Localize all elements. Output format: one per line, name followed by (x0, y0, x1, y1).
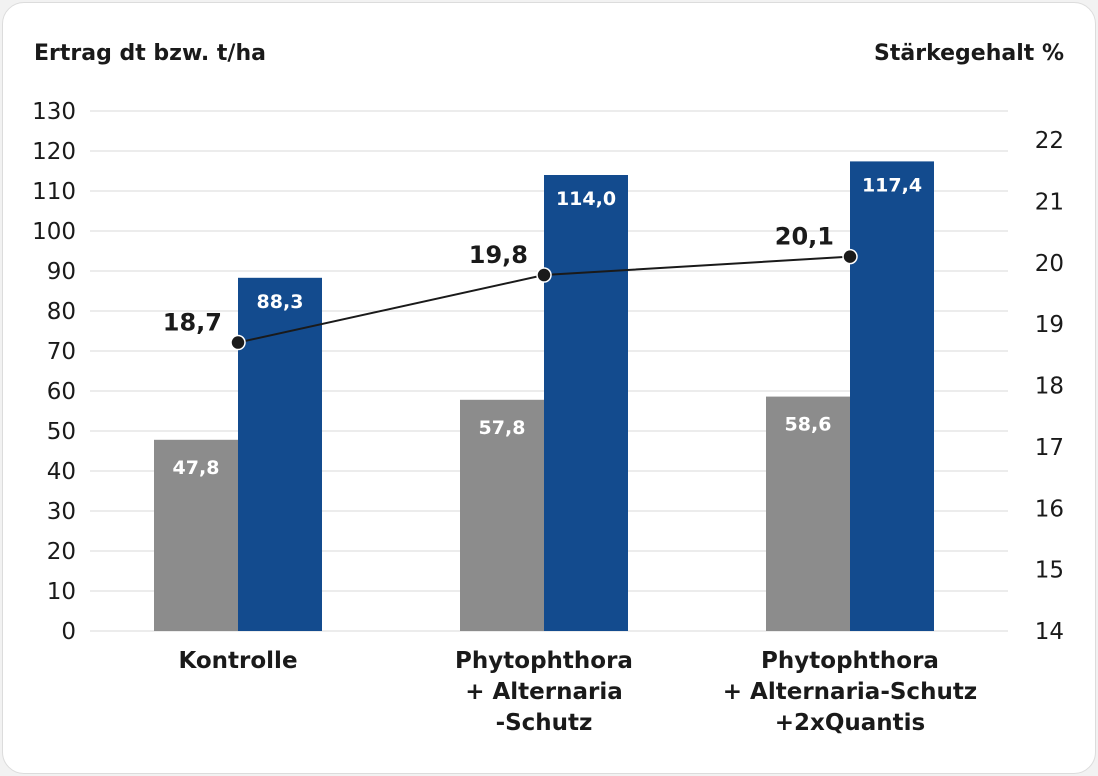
bar (766, 396, 850, 631)
right-tick-label: 21 (1035, 189, 1064, 215)
category-labels: Kontrolle Phytophthora+ Alternaria-Schutz… (178, 648, 977, 736)
bar-data-label: 57,8 (479, 417, 526, 439)
bar (238, 277, 322, 631)
right-tick-label: 14 (1035, 619, 1064, 645)
category-label: Phytophthora (761, 648, 939, 674)
bar-data-label: 88,3 (257, 291, 304, 313)
right-axis-title: Stärkegehalt % (874, 41, 1064, 66)
category-label: Kontrolle (178, 648, 297, 674)
line-data-label: 18,7 (163, 309, 222, 337)
category-label: Phytophthora (455, 648, 633, 674)
right-tick-label: 16 (1035, 496, 1064, 522)
right-tick-label: 22 (1035, 128, 1064, 154)
left-tick-label: 110 (32, 179, 76, 205)
line-data-label: 19,8 (469, 241, 528, 269)
bar (154, 439, 238, 631)
bars: 47,8 57,8 58,6 88,3 114,0 117,4 (154, 161, 934, 631)
category-label: +2xQuantis (775, 710, 926, 736)
line-data-label: 20,1 (775, 223, 834, 251)
left-tick-label: 50 (47, 419, 76, 445)
left-tick-label: 30 (47, 499, 76, 525)
right-tick-label: 19 (1035, 312, 1064, 338)
right-tick-label: 15 (1035, 558, 1064, 584)
bar-data-label: 47,8 (173, 457, 220, 479)
line-point (536, 267, 552, 283)
line-point (842, 248, 858, 265)
category-label: -Schutz (496, 710, 593, 736)
bar (544, 175, 628, 631)
left-tick-label: 70 (47, 339, 76, 365)
left-axis-ticks: 0 10 20 30 40 50 60 70 80 90 100 110 120 130 (32, 99, 76, 645)
left-tick-label: 10 (47, 579, 76, 605)
line-point (230, 334, 246, 351)
left-tick-label: 130 (32, 99, 76, 125)
category-label: + Alternaria (465, 679, 623, 705)
bar (850, 161, 934, 631)
left-tick-label: 90 (47, 259, 76, 285)
bar-data-label: 114,0 (556, 188, 616, 210)
left-tick-label: 120 (32, 139, 76, 165)
right-tick-label: 18 (1035, 374, 1064, 400)
left-axis-title: Ertrag dt bzw. t/ha (34, 41, 266, 66)
left-tick-label: 20 (47, 539, 76, 565)
left-tick-label: 40 (47, 459, 76, 485)
left-tick-label: 100 (32, 219, 76, 245)
left-tick-label: 0 (61, 619, 76, 645)
right-tick-label: 17 (1035, 435, 1064, 461)
bar (460, 399, 544, 631)
line-series: 18,7 19,8 20,1 (163, 223, 858, 351)
right-axis-ticks: 14 15 16 17 18 19 20 21 22 (1035, 128, 1064, 645)
left-tick-label: 60 (47, 379, 76, 405)
right-tick-label: 20 (1035, 251, 1064, 277)
category-label: + Alternaria-Schutz (723, 679, 977, 705)
bar-data-label: 58,6 (785, 414, 832, 436)
left-tick-label: 80 (47, 299, 76, 325)
bar-data-label: 117,4 (862, 174, 922, 196)
